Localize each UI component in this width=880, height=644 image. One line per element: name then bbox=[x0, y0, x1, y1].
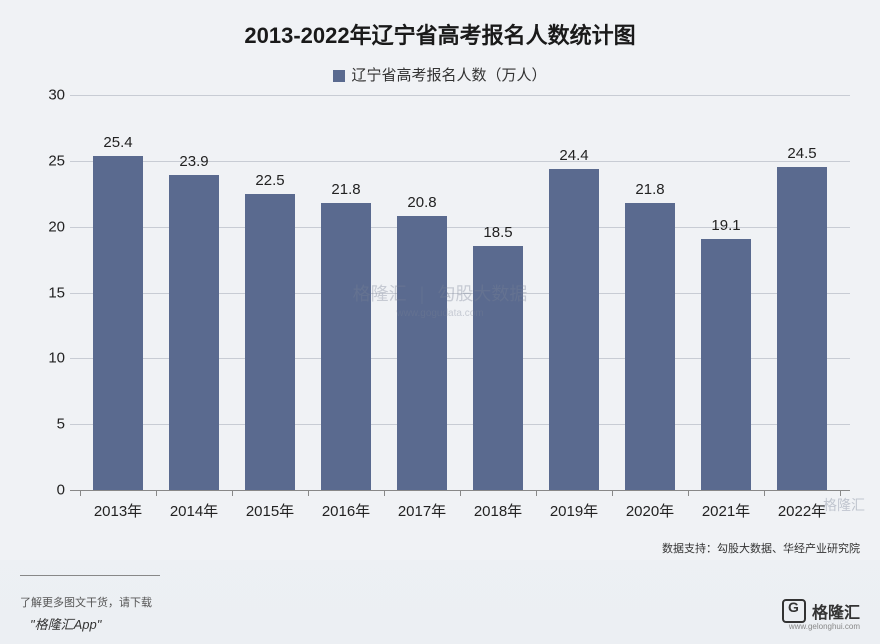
y-tick-label: 10 bbox=[35, 350, 65, 367]
logo-icon bbox=[782, 599, 806, 623]
x-tick-label: 2020年 bbox=[612, 500, 688, 521]
bar-wrap: 20.8 bbox=[384, 216, 460, 490]
data-source-label: 数据支持：勾股大数据、华经产业研究院 bbox=[662, 540, 860, 556]
footer-line2: "格隆汇App" bbox=[30, 614, 101, 633]
bar-wrap: 25.4 bbox=[80, 156, 156, 490]
bar-wrap: 24.5 bbox=[764, 167, 840, 490]
x-tick bbox=[384, 490, 385, 496]
y-tick-label: 5 bbox=[35, 416, 65, 433]
x-tick-label: 2015年 bbox=[232, 500, 308, 521]
x-tick bbox=[612, 490, 613, 496]
footer-logo: 格隆汇 bbox=[782, 599, 860, 623]
chart-area: 2013-2022年辽宁省高考报名人数统计图 辽宁省高考报名人数（万人） 0 5 1… bbox=[0, 0, 880, 560]
bar-value-label: 24.4 bbox=[549, 147, 599, 164]
bar-value-label: 18.5 bbox=[473, 224, 523, 241]
bar: 18.5 bbox=[473, 246, 523, 490]
x-tick-label: 2017年 bbox=[384, 500, 460, 521]
x-tick-label: 2019年 bbox=[536, 500, 612, 521]
y-tick-label: 20 bbox=[35, 218, 65, 235]
y-tick-label: 15 bbox=[35, 284, 65, 301]
bar: 21.8 bbox=[321, 203, 371, 490]
x-tick bbox=[840, 490, 841, 496]
legend-swatch bbox=[333, 70, 345, 82]
bar: 22.5 bbox=[245, 194, 295, 490]
bar: 25.4 bbox=[93, 156, 143, 490]
chart-title: 2013-2022年辽宁省高考报名人数统计图 bbox=[0, 18, 880, 50]
footer-line1: 了解更多图文干货，请下载 bbox=[20, 594, 152, 610]
bar-value-label: 21.8 bbox=[321, 181, 371, 198]
bar: 19.1 bbox=[701, 239, 751, 490]
bar: 23.9 bbox=[169, 175, 219, 490]
bar-wrap: 21.8 bbox=[612, 203, 688, 490]
x-tick-label: 2021年 bbox=[688, 500, 764, 521]
bar-value-label: 21.8 bbox=[625, 181, 675, 198]
bar-value-label: 23.9 bbox=[169, 153, 219, 170]
x-tick-label: 2014年 bbox=[156, 500, 232, 521]
bar: 21.8 bbox=[625, 203, 675, 490]
bar-value-label: 25.4 bbox=[93, 134, 143, 151]
bar-value-label: 22.5 bbox=[245, 172, 295, 189]
bar: 24.4 bbox=[549, 169, 599, 490]
bar-value-label: 19.1 bbox=[701, 217, 751, 234]
x-tick-label: 2013年 bbox=[80, 500, 156, 521]
y-tick-label: 30 bbox=[35, 87, 65, 104]
x-tick-label: 2018年 bbox=[460, 500, 536, 521]
bars-group: 25.4 23.9 22.5 21.8 20.8 18.5 24.4 21.8 19.1 24.5 bbox=[70, 95, 850, 490]
x-tick bbox=[688, 490, 689, 496]
footer: 了解更多图文干货，请下载 "格隆汇App" 格隆汇 www.gelonghui.… bbox=[0, 584, 880, 644]
x-tick bbox=[80, 490, 81, 496]
bar-wrap: 18.5 bbox=[460, 246, 536, 490]
footer-logo-text: 格隆汇 bbox=[812, 599, 860, 623]
footer-logo-sub: www.gelonghui.com bbox=[789, 622, 860, 631]
x-tick bbox=[308, 490, 309, 496]
bar-wrap: 19.1 bbox=[688, 239, 764, 490]
x-tick bbox=[764, 490, 765, 496]
x-tick-label: 2022年 bbox=[764, 500, 840, 521]
plot-area: 051015202530 25.423.922.521.820.818.524.… bbox=[70, 95, 850, 490]
x-tick bbox=[156, 490, 157, 496]
y-tick-label: 25 bbox=[35, 152, 65, 169]
x-axis-labels: 2013年2014年2015年2016年2017年2018年2019年2020年… bbox=[70, 500, 850, 521]
bar-wrap: 21.8 bbox=[308, 203, 384, 490]
bar: 24.5 bbox=[777, 167, 827, 490]
x-tick bbox=[536, 490, 537, 496]
bar-wrap: 24.4 bbox=[536, 169, 612, 490]
chart-container: 2013-2022年辽宁省高考报名人数统计图 辽宁省高考报名人数（万人） 0 5 1… bbox=[0, 0, 880, 644]
y-tick-label: 0 bbox=[35, 482, 65, 499]
chart-legend: 辽宁省高考报名人数（万人） bbox=[0, 64, 880, 85]
footer-divider bbox=[20, 575, 160, 576]
bar-wrap: 23.9 bbox=[156, 175, 232, 490]
x-tick bbox=[460, 490, 461, 496]
x-tick bbox=[232, 490, 233, 496]
bar-value-label: 20.8 bbox=[397, 194, 447, 211]
x-tick-label: 2016年 bbox=[308, 500, 384, 521]
bar-wrap: 22.5 bbox=[232, 194, 308, 490]
legend-label: 辽宁省高考报名人数（万人） bbox=[351, 67, 546, 84]
bar-value-label: 24.5 bbox=[777, 145, 827, 162]
bar: 20.8 bbox=[397, 216, 447, 490]
